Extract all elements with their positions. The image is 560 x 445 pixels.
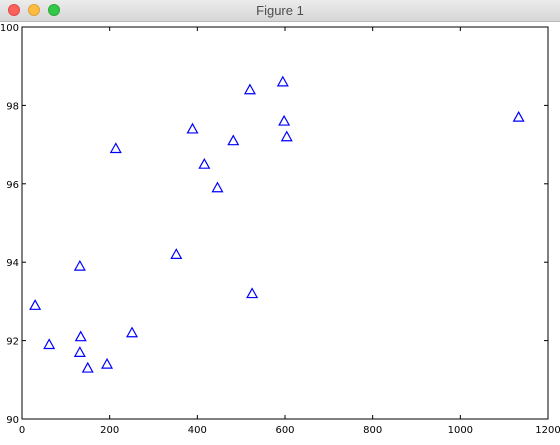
y-tick-label: 92 [6,337,19,348]
data-point-triangle [109,142,122,154]
y-tick-label: 100 [0,23,19,34]
title-bar: Figure 1 [0,0,560,22]
figure-canvas: 0 200 400 600 800 1000 1200 90 92 94 96 98 100 [0,22,560,440]
x-tick-label: 1200 [535,425,560,436]
x-tick-label: 200 [100,425,119,436]
x-tick-label: 1000 [448,425,473,436]
data-point-triangle [278,114,291,126]
data-point-triangle [81,361,94,373]
data-point-triangle [246,287,259,299]
plot-area [21,26,549,420]
data-point-triangle [198,157,211,169]
data-point-triangle [29,299,42,310]
data-point-triangle [186,122,199,134]
maximize-window-button[interactable] [48,4,60,16]
data-point-triangle [280,130,293,142]
data-point-triangle [243,83,256,95]
data-point-triangle [74,330,87,342]
data-point-triangle [43,338,56,350]
scatter-chart: 0 200 400 600 800 1000 1200 90 92 94 96 98 100 [0,23,560,436]
data-point-triangle [73,346,86,357]
x-tick-label: 0 [19,425,25,436]
x-tick-label: 400 [188,425,207,436]
data-point-triangle [73,259,86,271]
window-title: Figure 1 [256,3,304,18]
data-point-triangle [227,134,240,146]
y-tick-label: 96 [6,180,19,191]
y-tick-label: 94 [6,258,19,269]
data-point-triangle [126,326,139,338]
data-point-triangle [170,248,183,259]
y-tick-label: 90 [6,415,19,426]
x-tick-label: 800 [363,425,382,436]
y-tick-label: 98 [6,101,19,112]
x-tick-label: 600 [275,425,294,436]
close-window-button[interactable] [8,4,20,16]
data-point-triangle [211,181,224,193]
data-point-triangle [101,357,114,369]
data-point-triangle [276,75,289,87]
data-point-triangle [512,110,525,122]
minimize-window-button[interactable] [28,4,40,16]
